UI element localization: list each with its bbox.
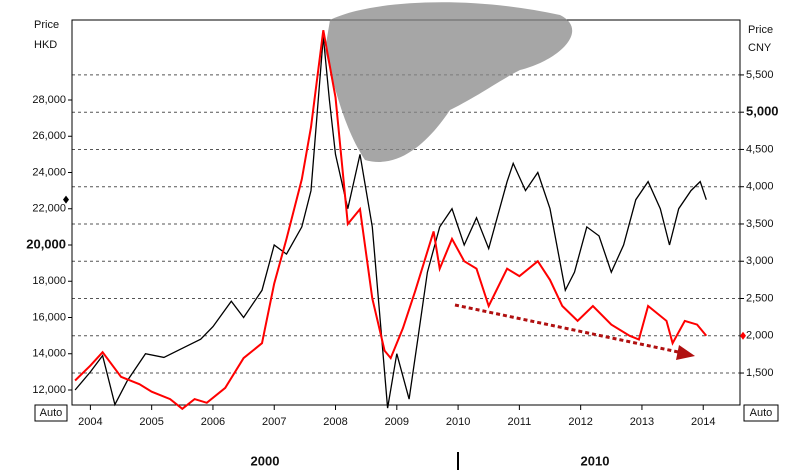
y-tick-label: 14,000 xyxy=(32,348,66,360)
price-line xyxy=(74,30,708,411)
y2-tick-label: 4,500 xyxy=(746,143,774,155)
y2-tick-label: 2,500 xyxy=(746,292,774,304)
y-tick-label: 28,000 xyxy=(32,94,66,106)
dragon-illustration xyxy=(325,2,573,162)
x-tick-label: 2006 xyxy=(201,416,225,428)
y-tick-label: 20,000 xyxy=(26,236,66,251)
y-tick-label: 18,000 xyxy=(32,275,66,287)
last-value-marker xyxy=(63,195,69,204)
auto-button[interactable] xyxy=(34,404,68,422)
right-axis-label: CNY xyxy=(748,42,772,54)
x-tick-label: 2009 xyxy=(385,416,409,428)
y2-tick-label: 5,000 xyxy=(746,104,779,119)
auto-button-label[interactable]: Auto xyxy=(40,407,63,419)
y2-tick-label: 4,000 xyxy=(746,181,774,193)
y-tick-label: 12,000 xyxy=(32,384,66,396)
trend-arrow xyxy=(454,303,684,355)
x-tick-label: 2004 xyxy=(78,416,102,428)
left-axis-label: HKD xyxy=(34,39,57,51)
x-tick-label: 2013 xyxy=(630,416,654,428)
y2-tick-label: 3,000 xyxy=(746,255,774,267)
auto-button[interactable] xyxy=(743,404,779,422)
last-value-marker xyxy=(740,331,746,340)
y-tick-label: 16,000 xyxy=(32,311,66,323)
left-axis-label: Price xyxy=(34,19,59,31)
y2-tick-label: 1,500 xyxy=(746,367,774,379)
y-tick-label: 26,000 xyxy=(32,130,66,142)
right-axis-label: Price xyxy=(748,24,773,36)
x-tick-label: 2007 xyxy=(262,416,286,428)
x-tick-label: 2012 xyxy=(568,416,592,428)
x-tick-label: 2008 xyxy=(323,416,347,428)
y2-tick-label: 3,500 xyxy=(746,218,774,230)
y2-tick-label: 5,500 xyxy=(746,69,774,81)
x-tick-label: 2011 xyxy=(508,416,532,428)
x-tick-label: 2005 xyxy=(139,416,163,428)
x-tick-label: 2014 xyxy=(691,416,715,428)
y-tick-label: 24,000 xyxy=(32,166,66,178)
auto-button-label[interactable]: Auto xyxy=(750,407,773,419)
price-line xyxy=(74,36,707,409)
era-label: 2000 xyxy=(251,453,280,468)
x-tick-label: 2010 xyxy=(446,416,470,428)
era-label: 2010 xyxy=(581,453,610,468)
y-tick-label: 22,000 xyxy=(32,203,66,215)
y2-tick-label: 2,000 xyxy=(746,330,774,342)
trend-arrow-head xyxy=(676,345,695,360)
